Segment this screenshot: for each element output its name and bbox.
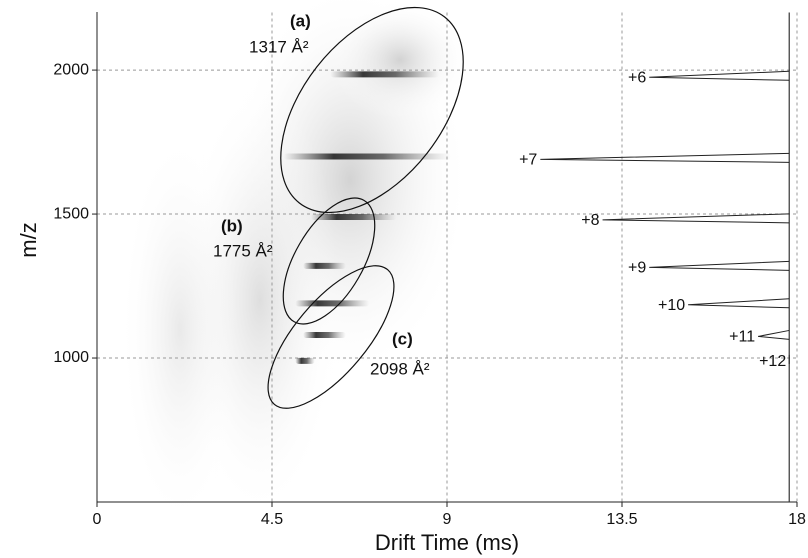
x-tick-label: 0 [93,511,102,528]
ellipses [267,6,464,409]
background-signal [120,0,470,530]
streak [303,262,346,269]
peak-label: +12 [759,353,786,370]
annotation-ccs: 1317 Å² [249,37,309,56]
spectrum-peak [540,152,790,163]
streak [295,357,315,364]
annotation-tag: (c) [392,329,413,348]
annotation-tag: (a) [290,11,311,30]
peak-label: +6 [628,70,646,87]
spectrum-peak [688,298,790,309]
y-axis-label: m/z [16,222,41,257]
peak-label: +8 [581,212,599,229]
streak [310,213,397,220]
streak [283,153,451,160]
spectrum-peak [602,213,790,224]
spectrum-peak [758,329,790,340]
annotation-tag: (b) [221,216,243,235]
streak [303,331,346,338]
x-axis-label: Drift Time (ms) [375,530,519,555]
spectrum-peak [649,70,790,81]
x-tick-label: 9 [443,511,452,528]
annotation-ccs: 1775 Å² [213,241,273,260]
y-tick-label: 1000 [53,349,89,366]
spectrum-peak [649,260,790,271]
y-tick-label: 2000 [53,61,89,78]
annotation-ccs: 2098 Å² [370,359,430,378]
y-tick-label: 1500 [53,205,89,222]
peak-label: +7 [519,152,537,169]
x-tick-label: 13.5 [606,511,637,528]
peak-label: +11 [729,329,755,346]
x-tick-label: 4.5 [261,511,283,528]
streak [295,300,370,307]
x-tick-label: 18 [788,511,806,528]
peak-label: +9 [628,260,646,277]
streak [330,71,440,78]
peak-label: +10 [658,297,685,314]
